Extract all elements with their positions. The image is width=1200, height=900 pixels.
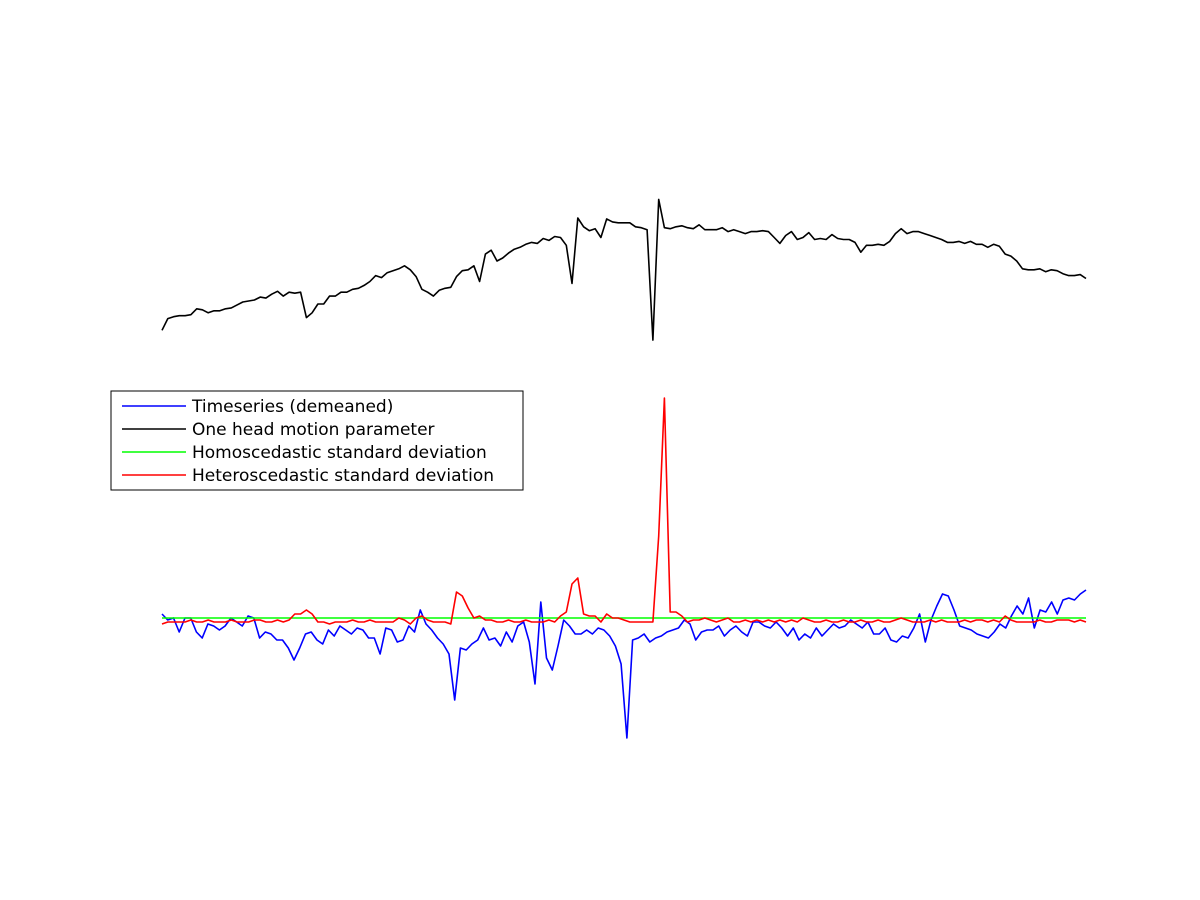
legend: Timeseries (demeaned) One head motion pa… [110,390,524,491]
legend-entry-head-motion: One head motion parameter [122,420,435,440]
legend-label-heteroscedastic: Heteroscedastic standard deviation [192,466,494,486]
legend-entry-homoscedastic: Homoscedastic standard deviation [122,443,487,463]
legend-label-head-motion: One head motion parameter [192,420,435,440]
legend-label-homoscedastic: Homoscedastic standard deviation [192,443,487,463]
top-plot-area [161,198,1087,341]
legend-box [110,390,524,491]
legend-entry-heteroscedastic: Heteroscedastic standard deviation [122,466,494,486]
series-line-heteroscedastic-standard-deviation [161,397,1087,625]
bottom-plot-area [161,397,1087,739]
legend-label-timeseries: Timeseries (demeaned) [191,397,393,417]
series-line-one-head-motion-parameter [161,198,1087,341]
legend-entry-timeseries: Timeseries (demeaned) [122,397,393,417]
